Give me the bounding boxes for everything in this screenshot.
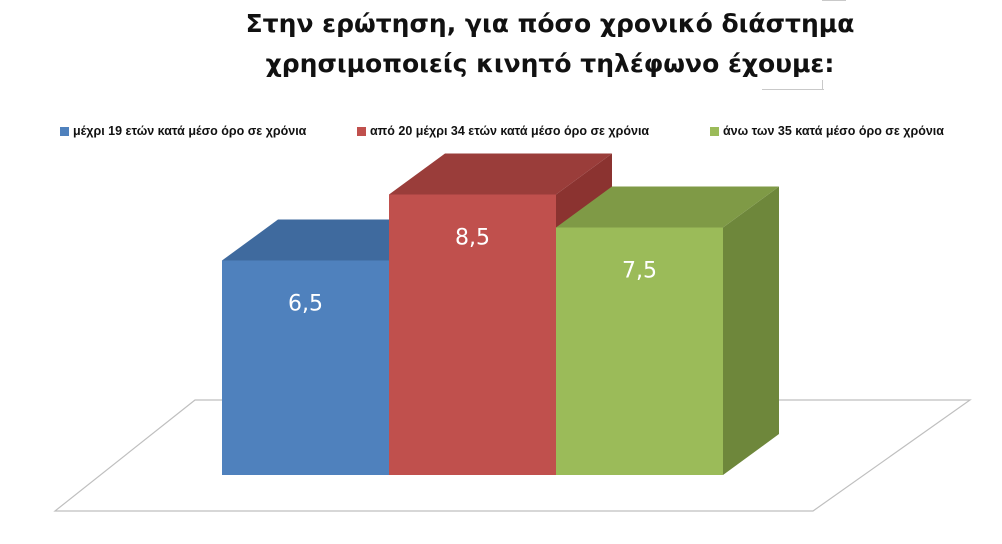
legend-item-series-3: άνω των 35 κατά μέσο όρο σε χρόνια (710, 124, 944, 138)
bar-series-3-side (723, 186, 779, 475)
data-label-series-1: 6,5 (288, 292, 323, 317)
chart-bars: 6,5 8,5 7,5 (222, 153, 779, 475)
legend-item-series-2: από 20 μέχρι 34 ετών κατά μέσο όρο σε χρ… (357, 124, 649, 138)
bar-series-3-top (556, 186, 779, 228)
chart-title-line-1: Στην ερώτηση, για πόσο χρονικό διάστημα (245, 9, 855, 38)
legend-label-series-3: άνω των 35 κατά μέσο όρο σε χρόνια (723, 124, 944, 138)
legend-label-series-2: από 20 μέχρι 34 ετών κατά μέσο όρο σε χρ… (370, 124, 650, 138)
chart-title: Στην ερώτηση, για πόσο χρονικό διάστημα … (150, 4, 950, 84)
decorative-line-vert (822, 80, 823, 90)
legend-label-series-1: μέχρι 19 ετών κατά μέσο όρο σε χρόνια (73, 124, 307, 138)
chart-title-line-2: χρησιμοποιείς κινητό τηλέφωνο έχουμε: (265, 49, 835, 78)
chart-legend: μέχρι 19 ετών κατά μέσο όρο σε χρόνια απ… (0, 124, 1002, 144)
legend-swatch-series-1 (60, 126, 69, 136)
decorative-line-top (822, 0, 846, 1)
legend-swatch-series-3 (710, 126, 719, 136)
bar-series-3 (556, 227, 723, 475)
bar-series-2-top (389, 153, 612, 195)
bar-series-1 (222, 260, 389, 475)
decorative-line-mid (762, 89, 824, 90)
data-label-series-3: 7,5 (622, 259, 657, 284)
legend-item-series-1: μέχρι 19 ετών κατά μέσο όρο σε χρόνια (60, 124, 306, 138)
legend-swatch-series-2 (357, 126, 366, 136)
bar-series-2 (389, 194, 556, 475)
data-label-series-2: 8,5 (455, 226, 490, 251)
